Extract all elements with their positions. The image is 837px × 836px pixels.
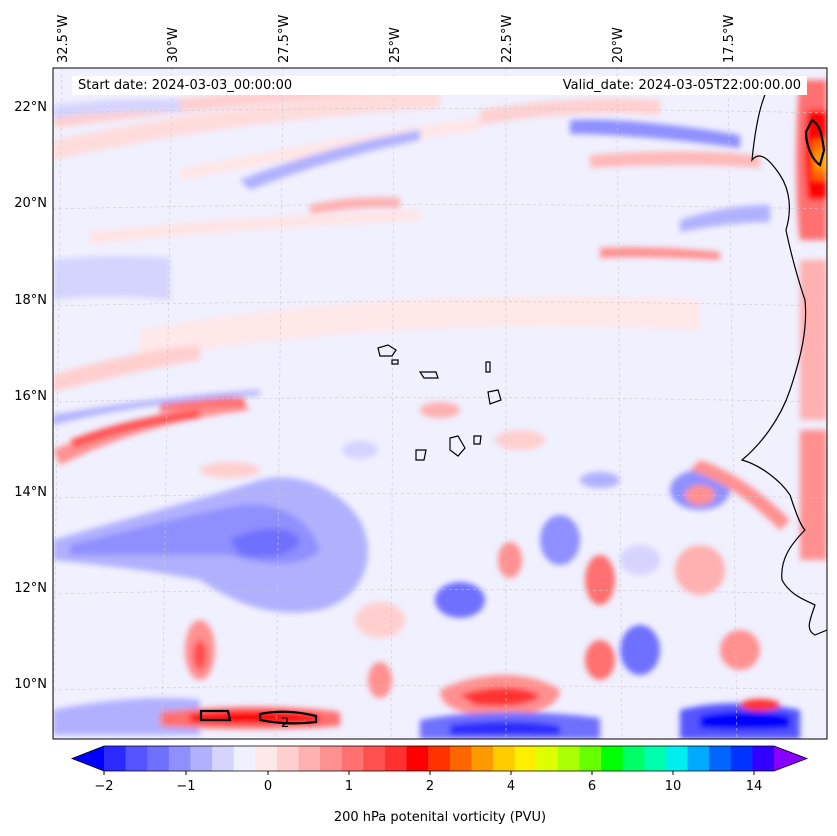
cbar-tick-10: 10 (665, 779, 682, 794)
colorbar-segment (276, 746, 300, 771)
colorbar-segment (536, 746, 559, 771)
colorbar-segment (298, 746, 321, 771)
colorbar-segment (514, 746, 537, 771)
colorbar-segment (579, 746, 602, 771)
colorbar-segment (363, 746, 386, 771)
colorbar-segment (147, 746, 170, 771)
colorbar-segment (125, 746, 148, 771)
cbar-tick-14: 14 (746, 779, 763, 794)
cape-verde-islands (377, 344, 502, 461)
colorbar-ticks: −2 −1 0 1 2 4 6 10 14 (94, 779, 762, 794)
cbar-tick-0: 0 (264, 779, 272, 794)
colorbar-title: 200 hPa potenital vorticity (PVU) (334, 810, 546, 825)
colorbar-segment (644, 746, 667, 771)
colorbar-segment (428, 746, 451, 771)
colorbar-segment (687, 746, 710, 771)
cbar-tick-2: 2 (426, 779, 434, 794)
colorbar-segment (471, 746, 494, 771)
valid-date-label: Valid_date: 2024-03-05T22:00:00.00 (556, 76, 807, 95)
latitude-labels: 22°N 20°N 18°N 16°N 14°N 12°N 10°N (14, 100, 47, 692)
colorbar-segment (601, 746, 624, 771)
colorbar-segment (320, 746, 343, 771)
cbar-tick-minus2: −2 (94, 779, 113, 794)
lon-label-25w: 25°W (388, 27, 403, 63)
colorbar-segment (622, 746, 645, 771)
colorbar-segment (493, 746, 516, 771)
map-panel: 2 (53, 68, 827, 739)
colorbar-segment (190, 746, 213, 771)
cbar-tick-1: 1 (345, 779, 353, 794)
colorbar (70, 745, 809, 775)
contour-label: 2 (281, 716, 289, 731)
cbar-tick-6: 6 (588, 779, 596, 794)
lon-label-30w: 30°W (166, 27, 181, 63)
pv-field (53, 80, 827, 739)
colorbar-segment (384, 746, 408, 771)
lat-label-20n: 20°N (14, 196, 47, 211)
lat-label-14n: 14°N (14, 485, 47, 500)
cbar-tick-4: 4 (507, 779, 515, 794)
cbar-tick-minus1: −1 (176, 779, 195, 794)
longitude-labels: 32.5°W 30°W 27.5°W 25°W 22.5°W 20°W 17.5… (56, 15, 737, 63)
lat-label-22n: 22°N (14, 100, 47, 115)
lon-label-32-5w: 32.5°W (56, 15, 71, 63)
map-frame (52, 67, 828, 740)
colorbar-segment (752, 746, 775, 771)
colorbar-segment (255, 746, 278, 771)
start-date-label: Start date: 2024-03-03_00:00:00 (72, 76, 299, 95)
colorbar-segment (406, 746, 429, 771)
africa-coastline (740, 84, 827, 636)
colorbar-segment (730, 746, 753, 771)
lat-label-16n: 16°N (14, 389, 47, 404)
lon-label-20w: 20°W (611, 27, 626, 63)
colorbar-extend-min (72, 746, 104, 771)
colorbar-segment (665, 746, 689, 771)
colorbar-segment (233, 746, 256, 771)
colorbar-segment (168, 746, 191, 771)
lon-label-17-5w: 17.5°W (722, 15, 737, 63)
lat-label-12n: 12°N (14, 581, 47, 596)
lat-label-18n: 18°N (14, 293, 47, 308)
colorbar-extend-max (774, 746, 807, 771)
colorbar-segment (341, 746, 364, 771)
lon-label-27-5w: 27.5°W (277, 15, 292, 63)
colorbar-segment (212, 746, 235, 771)
pv-2-contours (199, 118, 826, 725)
graticule (53, 68, 827, 739)
lon-label-22-5w: 22.5°W (500, 15, 515, 63)
lat-label-10n: 10°N (14, 677, 47, 692)
colorbar-segment (709, 746, 732, 771)
colorbar-segment (104, 746, 127, 771)
colorbar-segment (557, 746, 580, 771)
colorbar-segment (449, 746, 472, 771)
